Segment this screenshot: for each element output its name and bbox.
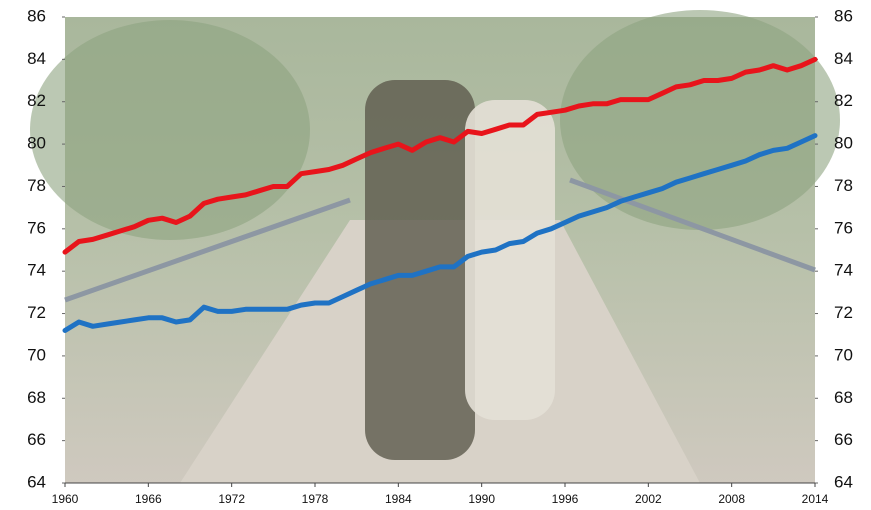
y2-tick-label: 86: [834, 6, 853, 25]
y2-tick-label: 64: [834, 472, 853, 491]
x-tick-label: 1966: [135, 492, 162, 506]
y-tick-label: 68: [27, 388, 46, 407]
y-tick-label: 86: [27, 6, 46, 25]
y-tick-label: 84: [27, 49, 46, 68]
y2-tick-label: 66: [834, 430, 853, 449]
line-series: [62, 56, 818, 255]
y2-tick-label: 68: [834, 388, 853, 407]
x-tick-label: 1984: [385, 492, 412, 506]
y-tick-label: 66: [27, 430, 46, 449]
y-tick-label: 80: [27, 134, 46, 153]
x-tick-label: 1978: [302, 492, 329, 506]
y-tick-label: 78: [27, 176, 46, 195]
x-tick-label: 1972: [218, 492, 245, 506]
line-series: [62, 133, 818, 333]
y2-tick-label: 80: [834, 134, 853, 153]
y-tick-label: 74: [27, 261, 46, 280]
y2-tick-label: 70: [834, 345, 853, 364]
y2-tick-label: 82: [834, 91, 853, 110]
y2-tick-label: 76: [834, 218, 853, 237]
x-tick-label: 2002: [635, 492, 662, 506]
y2-tick-label: 78: [834, 176, 853, 195]
x-tick-label: 1996: [552, 492, 579, 506]
y2-tick-label: 72: [834, 303, 853, 322]
y-tick-label: 64: [27, 472, 46, 491]
x-tick-label: 2008: [718, 492, 745, 506]
y-tick-label: 70: [27, 345, 46, 364]
x-tick-label: 1960: [52, 492, 79, 506]
x-tick-label: 1990: [468, 492, 495, 506]
x-tick-label: 2014: [802, 492, 829, 506]
y-tick-label: 82: [27, 91, 46, 110]
y2-tick-label: 74: [834, 261, 853, 280]
y-tick-label: 72: [27, 303, 46, 322]
y2-tick-label: 84: [834, 49, 853, 68]
y-tick-label: 76: [27, 218, 46, 237]
